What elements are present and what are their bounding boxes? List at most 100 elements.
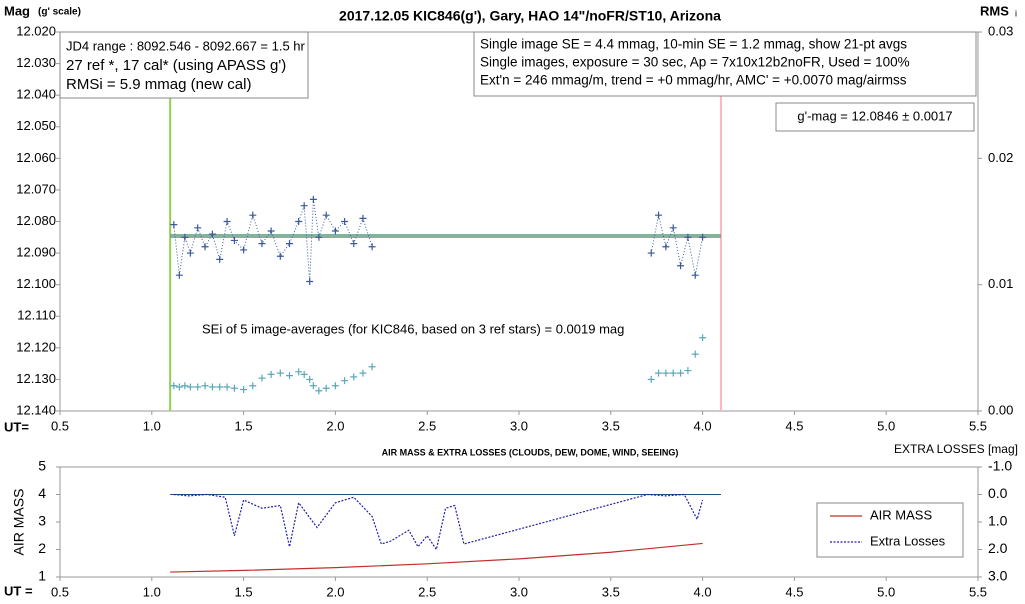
x-tick-label: 3.0	[510, 418, 528, 433]
info-box	[473, 31, 977, 97]
data-point	[655, 369, 663, 377]
data-point	[181, 233, 189, 241]
data-point	[194, 383, 202, 391]
data-point	[175, 383, 183, 391]
y-tick-label: 12.070	[16, 181, 56, 196]
data-point	[341, 218, 349, 225]
x-tick-label: 4.5	[785, 584, 803, 599]
y-tick-label: 4	[38, 485, 46, 501]
y2-axis-label: EXTRA LOSSES [mag]	[894, 442, 1018, 456]
data-point	[699, 334, 707, 342]
y2-tick-label: 3.0	[988, 568, 1008, 584]
data-point	[350, 240, 358, 248]
info-box	[59, 31, 309, 99]
chart-title: AIR MASS & EXTRA LOSSES (CLOUDS, DEW, DO…	[382, 447, 679, 457]
x-axis-label: UT =	[4, 583, 33, 598]
data-point	[322, 384, 330, 392]
data-point	[691, 271, 699, 279]
data-point	[315, 233, 323, 241]
data-point	[208, 230, 216, 238]
x-tick-label: 0.5	[51, 418, 69, 433]
data-point	[276, 369, 284, 377]
data-point	[201, 243, 209, 251]
data-point	[315, 387, 323, 395]
info-text: Ext'n = 246 mmag/m, trend = +0 mmag/hr, …	[480, 73, 907, 88]
data-point	[368, 363, 376, 371]
x-tick-label: 5.0	[877, 584, 895, 599]
annotation: SEi of 5 image-averages (for KIC846, bas…	[202, 321, 624, 336]
data-point	[249, 211, 257, 219]
x-tick-label: 2.5	[418, 418, 436, 433]
data-point	[286, 240, 293, 248]
info-text: JD4 range : 8092.546 - 8092.667 = 1.5 hr	[66, 38, 306, 53]
y-tick-label: 5	[38, 458, 46, 474]
data-point	[249, 382, 257, 390]
data-point	[201, 382, 209, 390]
data-point	[186, 249, 194, 257]
data-point	[331, 382, 339, 390]
x-tick-label: 4.5	[785, 418, 803, 433]
data-point	[677, 262, 685, 270]
data-point	[186, 383, 194, 391]
y-tick-label: 12.040	[16, 87, 56, 102]
y-tick-label: 12.110	[17, 308, 56, 323]
data-point	[350, 373, 358, 381]
data-point	[230, 236, 238, 244]
y2-tick-label: -1.0	[988, 458, 1012, 474]
data-point	[662, 369, 670, 377]
series-line	[173, 493, 704, 552]
data-point	[368, 243, 376, 251]
data-point	[309, 195, 317, 203]
data-point	[691, 350, 699, 358]
data-point	[295, 218, 303, 225]
data-point	[647, 249, 655, 257]
data-point	[181, 382, 189, 390]
data-point	[662, 243, 670, 251]
x-tick-label: 5.5	[969, 418, 987, 433]
x-tick-label: 4.0	[694, 584, 712, 599]
y2-tick-label: 0.03	[988, 23, 1013, 38]
x-tick-label: 2.5	[418, 584, 436, 599]
data-point	[300, 370, 308, 378]
x-tick-label: 1.5	[235, 418, 253, 433]
data-point	[175, 271, 183, 279]
data-point	[359, 214, 367, 222]
info-text: 27 ref *, 17 cal* (using APASS g')	[66, 57, 286, 74]
y-tick-label: 12.080	[16, 213, 56, 228]
x-tick-label: 3.0	[510, 584, 528, 599]
data-point	[306, 375, 314, 383]
data-point	[684, 233, 692, 241]
series-line	[170, 542, 703, 573]
x-tick-label: 1.0	[143, 418, 161, 433]
data-point	[258, 374, 266, 382]
y2-tick-label: 0.01	[988, 276, 1013, 291]
y-tick-label: 12.020	[16, 23, 56, 38]
legend-label: AIR MASS	[870, 507, 932, 522]
y2-tick-label: 0.0	[988, 485, 1008, 501]
info-text: Single images, exposure = 30 sec, Ap = 7…	[480, 55, 910, 70]
info-text: Single image SE = 4.4 mmag, 10-min SE = …	[480, 37, 907, 52]
y-axis-label: Mag	[4, 3, 30, 18]
data-point	[194, 224, 202, 232]
data-point	[208, 383, 216, 391]
data-point	[359, 369, 367, 377]
data-point	[300, 202, 308, 210]
data-point	[258, 240, 266, 248]
data-point	[295, 368, 303, 376]
data-point	[223, 218, 231, 225]
x-tick-label: 3.5	[602, 418, 620, 433]
y-axis-note: (g' scale)	[38, 7, 81, 18]
y-tick-label: 12.030	[16, 55, 56, 70]
y-tick-label: 12.140	[16, 402, 56, 417]
x-tick-label: 5.5	[969, 584, 987, 599]
data-point	[170, 382, 178, 390]
data-point	[240, 246, 248, 254]
data-point	[331, 227, 339, 235]
x-tick-label: 0.5	[51, 584, 69, 599]
data-point	[170, 221, 178, 229]
data-point	[286, 372, 293, 380]
data-point	[267, 227, 275, 235]
legend-label: Extra Losses	[870, 533, 946, 548]
y-tick-label: 2	[38, 540, 46, 556]
data-point	[322, 211, 330, 219]
